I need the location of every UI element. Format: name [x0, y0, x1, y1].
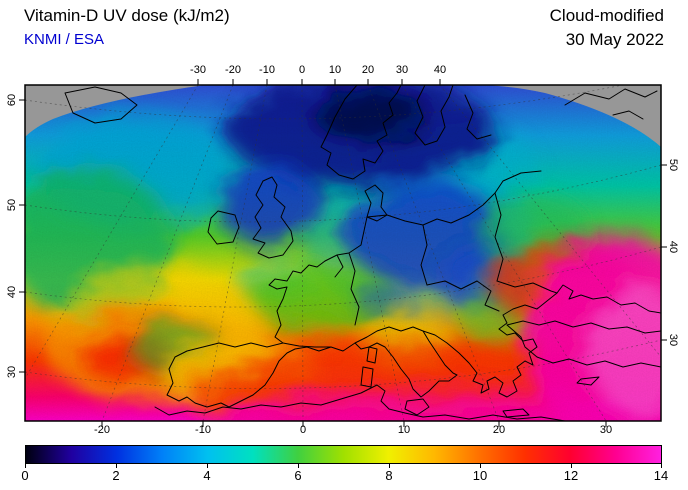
- colorbar-label: 12: [563, 468, 579, 483]
- colorbar-label: 10: [472, 468, 488, 483]
- colorbar-tick: [298, 464, 299, 468]
- field-grain-texture: [25, 85, 661, 421]
- axis-label-top: 10: [328, 64, 342, 76]
- colorbar: [25, 445, 662, 464]
- axis-label-top: 30: [395, 64, 409, 76]
- axis-label-bottom: 20: [492, 424, 506, 436]
- coastlines: [64, 85, 661, 421]
- axis-label-top: 20: [361, 64, 375, 76]
- axis-label-top: 0: [298, 64, 306, 76]
- axis-label-right: 40: [667, 240, 679, 254]
- axis-label-bottom: -20: [94, 424, 110, 436]
- colorbar-label: 4: [203, 468, 211, 483]
- page-title: Vitamin-D UV dose (kJ/m2): [24, 6, 230, 25]
- colorbar-tick: [480, 464, 481, 468]
- colorbar-tick: [116, 464, 117, 468]
- nodata-region: [25, 85, 661, 147]
- colorbar-tick: [571, 464, 572, 468]
- axis-label-bottom: 0: [299, 424, 307, 436]
- axis-label-right: 50: [667, 158, 679, 172]
- axis-label-top: -30: [190, 64, 206, 76]
- colorbar-tick: [389, 464, 390, 468]
- graticule: [25, 85, 661, 421]
- axis-label-left: 30: [6, 365, 18, 379]
- colorbar-label: 14: [653, 468, 669, 483]
- colorbar-tick: [207, 464, 208, 468]
- date-label: 30 May 2022: [565, 30, 664, 49]
- axis-label-right: 30: [667, 333, 679, 347]
- axis-label-top: -10: [259, 64, 275, 76]
- axis-label-top: -20: [225, 64, 241, 76]
- axis-label-top: 40: [433, 64, 447, 76]
- colorbar-tick: [25, 464, 26, 468]
- axis-label-left: 50: [6, 198, 18, 212]
- axis-ticks: [19, 79, 667, 427]
- data-source-label: KNMI / ESA: [24, 31, 105, 48]
- colorbar-label: 6: [294, 468, 302, 483]
- map-frame: [24, 84, 662, 422]
- axis-label-bottom: 30: [599, 424, 613, 436]
- colorbar-label: 0: [21, 468, 29, 483]
- axis-label-bottom: -10: [195, 424, 211, 436]
- map-clip-group: [25, 85, 661, 421]
- axis-label-left: 40: [6, 285, 18, 299]
- colorbar-label: 8: [385, 468, 393, 483]
- axis-label-left: 60: [6, 93, 18, 107]
- colorbar-label: 2: [112, 468, 120, 483]
- uv-dose-map: [19, 79, 667, 427]
- axis-label-bottom: 10: [397, 424, 411, 436]
- colorbar-tick: [661, 464, 662, 468]
- map-area: [19, 79, 667, 427]
- mode-label: Cloud-modified: [549, 6, 664, 25]
